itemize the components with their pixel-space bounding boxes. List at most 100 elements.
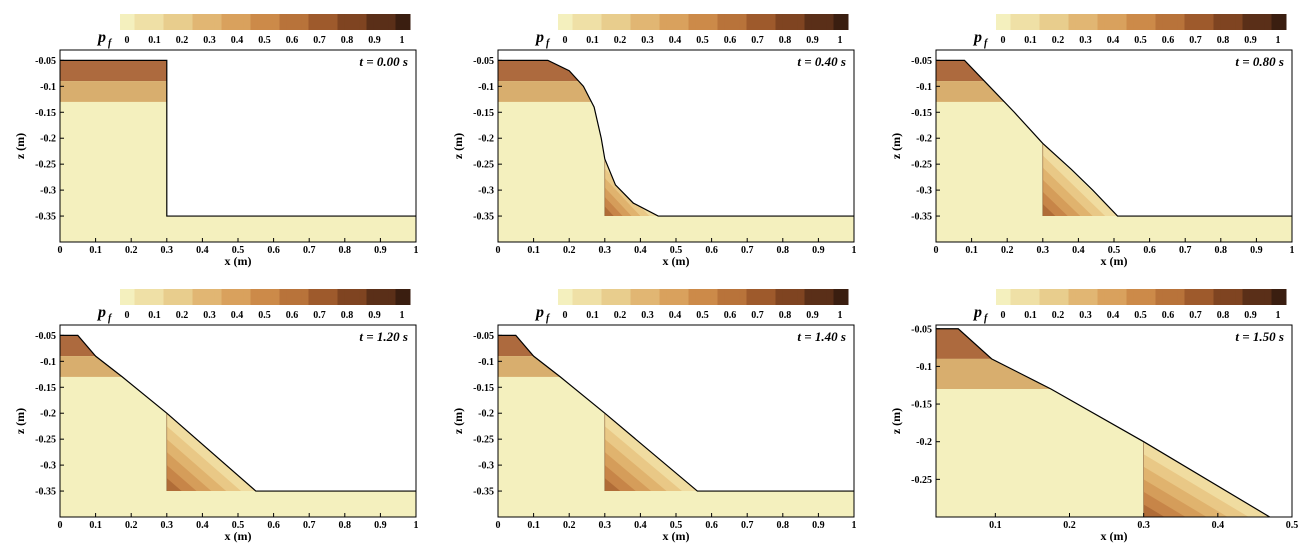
colorbar-segment [228,289,237,305]
colorbar-segment [724,14,733,30]
colorbar-segment [782,289,791,305]
colorbar-segment [790,289,798,305]
colorbar-tick-label: 1 [838,35,843,46]
colorbar-segment [170,289,179,305]
colorbar-segment [243,14,251,30]
pressure-contour-band [166,478,182,492]
colorbar-segment [761,289,769,305]
y-tick-label: -0.1 [478,357,494,368]
colorbar-segment [797,289,805,305]
x-tick-label: 0.5 [232,520,245,531]
colorbar-segment [359,14,367,30]
pressure-layer-mid [936,81,1292,102]
colorbar-tick-label: 0.3 [641,310,654,321]
colorbar-label: p [534,29,544,46]
colorbar-tick-label: 0.8 [779,310,792,321]
colorbar-segment [1155,14,1164,30]
x-tick-label: 0.8 [777,520,790,531]
colorbar-segment [1213,14,1222,30]
colorbar-segment [616,289,624,305]
plot-panel-6: p f 0 0.1 0.2 0.3 0.4 0.5 0.6 0.7 0.8 0.9 1 0.1 0.2 0.3… [876,275,1314,549]
colorbar-segment [572,14,581,30]
colorbar-tick-label: 0.9 [1244,310,1257,321]
x-tick-label: 0.6 [1143,245,1156,256]
colorbar-segment [1054,14,1062,30]
y-tick-label: -0.05 [35,56,56,67]
x-tick-label: 0 [496,520,501,531]
colorbar-segment [395,289,404,305]
chart-svg: p f 0 0.1 0.2 0.3 0.4 0.5 0.6 0.7 0.8 0.9 1 0 0.1 0.2 0.… [889,14,1295,268]
colorbar-tick-label: 0.5 [1134,35,1147,46]
colorbar-segment [616,14,624,30]
colorbar-segment [1119,14,1127,30]
free-surface-line [60,59,416,217]
colorbar-segment [768,14,776,30]
x-tick-label: 0.2 [563,245,576,256]
colorbar-tick-label: 0.3 [1079,35,1092,46]
colorbar-tick-label: 0.2 [1052,310,1065,321]
colorbar-tick-label: 0.1 [586,35,599,46]
x-tick-label: 0.3 [1137,520,1150,531]
colorbar-segment [141,14,150,30]
colorbar-segment [1003,14,1011,30]
plot-area [936,328,1271,517]
time-label: t = 0.80 s [1235,54,1284,69]
colorbar-tick-label: 1 [400,310,405,321]
x-tick-label: 0.2 [125,245,138,256]
colorbar-segment [1162,289,1171,305]
colorbar-segment [272,289,280,305]
chart-svg: p f 0 0.1 0.2 0.3 0.4 0.5 0.6 0.7 0.8 0.9 1 0.1 0.2 0.3… [889,289,1298,543]
x-tick-label: 0.1 [965,245,978,256]
colorbar-tick-label: 0.3 [1079,310,1092,321]
x-tick-label: 0.4 [634,520,647,531]
x-tick-label: 0.5 [670,245,683,256]
sediment-body [60,60,416,242]
plot-area [60,59,416,242]
y-tick-label: -0.05 [473,56,494,67]
colorbar-label-subscript: f [546,38,551,49]
colorbar-segment [1220,14,1229,30]
colorbar-segment [652,14,660,30]
colorbar-segment [156,289,164,305]
colorbar-segment [178,289,186,305]
colorbar-tick-label: 0 [125,310,130,321]
colorbar-segment [1025,289,1033,305]
x-tick-label: 0.6 [705,520,718,531]
colorbar-segment [630,14,639,30]
colorbar-segment [652,289,660,305]
colorbar-segment [804,14,813,30]
colorbar-segment [1191,14,1200,30]
colorbar-segment [301,14,309,30]
colorbar-tick-label: 0.7 [1189,310,1202,321]
pressure-contour-band [604,478,621,492]
colorbar-segment [996,289,1004,305]
colorbar-segment [1083,14,1091,30]
y-tick-label: -0.35 [473,487,494,498]
colorbar-segment [1046,289,1055,305]
colorbar-segment [1249,14,1258,30]
colorbar-segment [1133,14,1142,30]
colorbar-segment [645,289,653,305]
colorbar-segment [149,14,157,30]
colorbar-segment [199,289,208,305]
colorbar-segment [1104,289,1113,305]
colorbar-segment [1228,289,1236,305]
colorbar-segment [1119,289,1127,305]
y-tick-label: -0.05 [911,324,932,335]
sediment-body [936,328,1270,517]
colorbar-segment [257,14,266,30]
colorbar-segment [163,14,172,30]
pressure-contour-band [604,197,623,217]
colorbar-segment [1112,14,1120,30]
colorbar-segment [565,14,573,30]
x-tick-label: 0.7 [303,245,316,256]
colorbar-segment [1206,14,1214,30]
chart-svg: p f 0 0.1 0.2 0.3 0.4 0.5 0.6 0.7 0.8 0.9 1 0 0.1 0.2 0.… [13,14,419,268]
colorbar-segment [1104,14,1113,30]
colorbar-segment [323,289,331,305]
x-axis-label: x (m) [1101,254,1128,268]
colorbar-segment [1257,14,1265,30]
colorbar-label: p [96,29,106,46]
y-tick-label: -0.3 [40,461,56,472]
x-axis-label: x (m) [1101,529,1128,543]
